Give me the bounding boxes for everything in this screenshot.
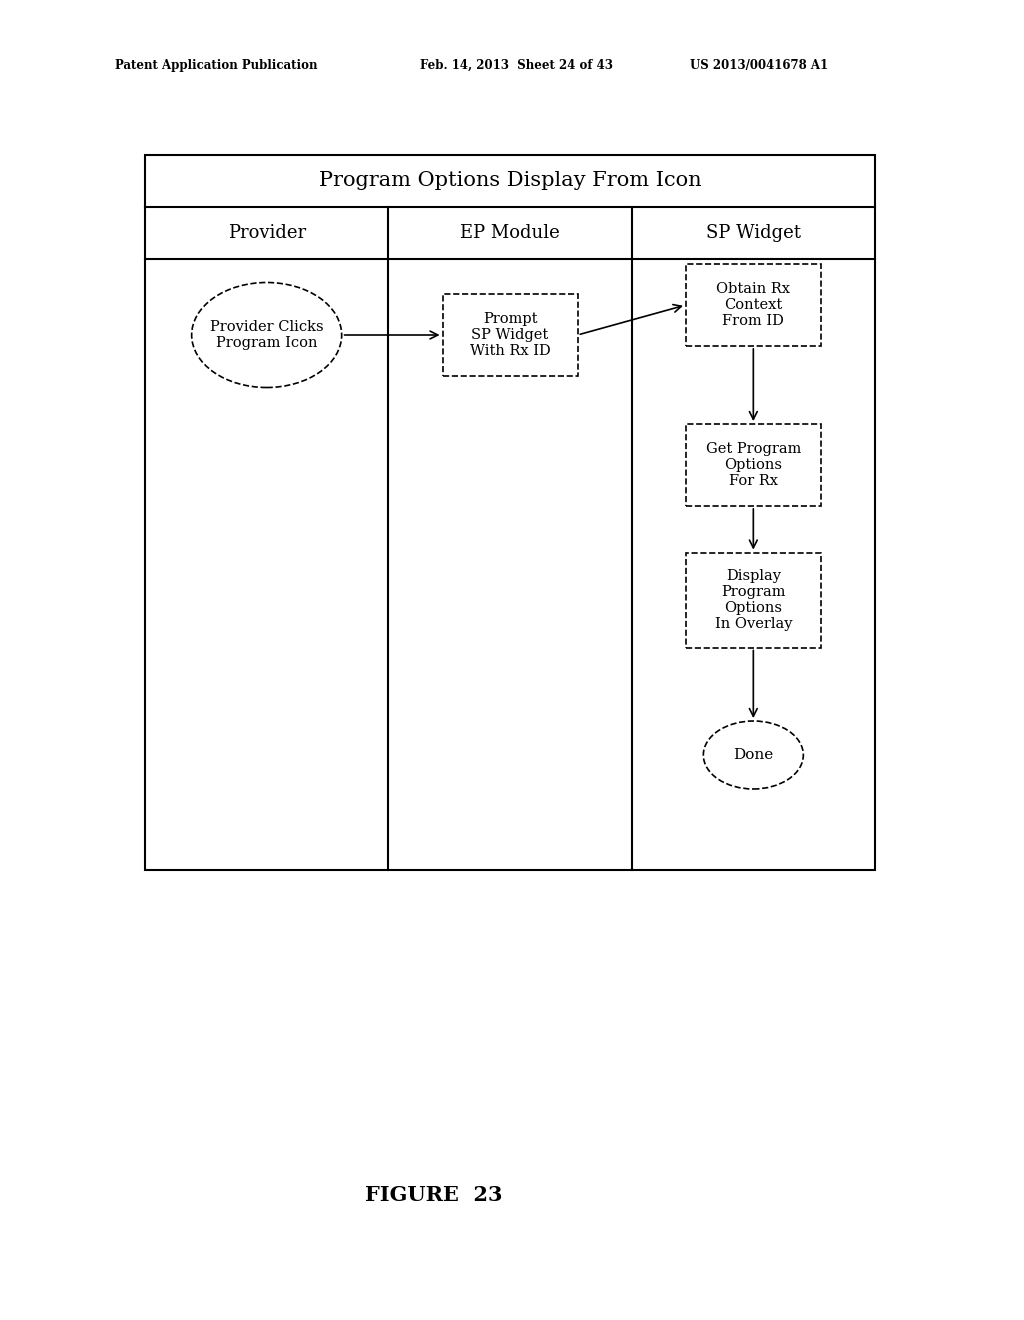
Text: Patent Application Publication: Patent Application Publication bbox=[115, 58, 317, 71]
Text: Display
Program
Options
In Overlay: Display Program Options In Overlay bbox=[715, 569, 793, 631]
Ellipse shape bbox=[191, 282, 342, 388]
Text: SP Widget: SP Widget bbox=[706, 224, 801, 242]
Text: Feb. 14, 2013  Sheet 24 of 43: Feb. 14, 2013 Sheet 24 of 43 bbox=[420, 58, 613, 71]
Text: Program Options Display From Icon: Program Options Display From Icon bbox=[318, 172, 701, 190]
Bar bbox=[442, 294, 578, 376]
Ellipse shape bbox=[703, 721, 804, 789]
Text: US 2013/0041678 A1: US 2013/0041678 A1 bbox=[690, 58, 828, 71]
Bar bbox=[686, 424, 821, 506]
Bar bbox=[145, 154, 874, 870]
Text: Prompt
SP Widget
With Rx ID: Prompt SP Widget With Rx ID bbox=[470, 312, 550, 358]
Text: FIGURE  23: FIGURE 23 bbox=[365, 1185, 503, 1205]
Text: Provider: Provider bbox=[227, 224, 306, 242]
Text: Provider Clicks
Program Icon: Provider Clicks Program Icon bbox=[210, 319, 324, 350]
Bar bbox=[686, 553, 821, 648]
Text: Done: Done bbox=[733, 748, 773, 762]
Text: EP Module: EP Module bbox=[460, 224, 560, 242]
Text: Obtain Rx
Context
From ID: Obtain Rx Context From ID bbox=[717, 281, 791, 329]
Text: Get Program
Options
For Rx: Get Program Options For Rx bbox=[706, 442, 801, 488]
Bar bbox=[686, 264, 821, 346]
